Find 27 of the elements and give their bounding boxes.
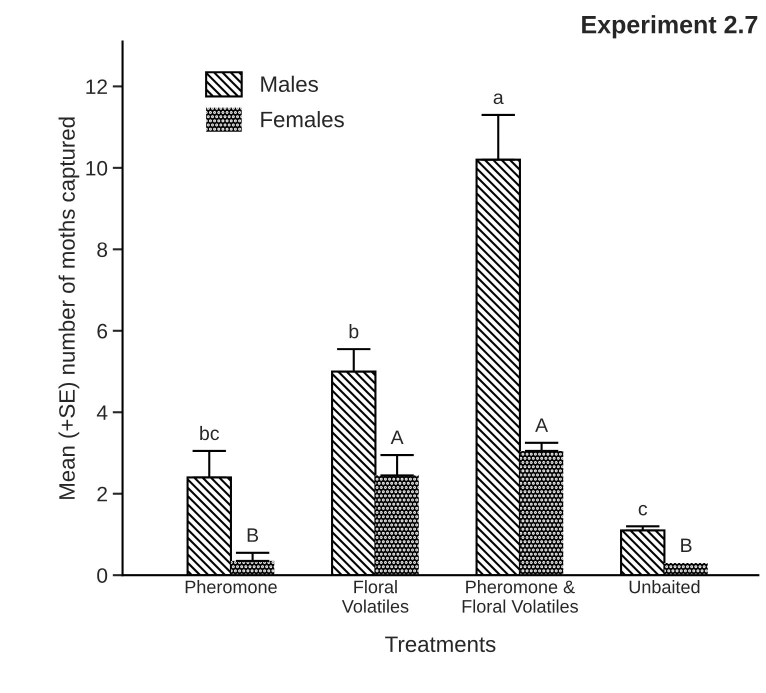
- legend-label: Males: [261, 76, 318, 92]
- bar: [664, 562, 708, 576]
- x-tick-label: Floral Volatiles: [342, 580, 408, 613]
- annotation: A: [390, 430, 404, 444]
- annotation: a: [494, 93, 504, 104]
- y-tick-label: 8: [97, 242, 108, 258]
- y-tick-label: 0: [97, 568, 108, 583]
- y-axis-title: Mean (+SE) number of moths captured: [58, 117, 80, 499]
- annotation: bc: [200, 426, 220, 440]
- y-tick-label: 10: [86, 160, 108, 176]
- annotation: A: [535, 418, 548, 432]
- x-tick-label: Pheromone: [186, 580, 277, 594]
- y-tick-label: 4: [96, 405, 108, 420]
- x-axis-title: Treatments: [385, 636, 496, 652]
- annotation: b: [350, 324, 358, 338]
- y-tick-label: 2: [97, 486, 107, 502]
- legend-label: Females: [261, 111, 344, 128]
- y-tick-label: 6: [97, 324, 108, 339]
- annotation: c: [638, 504, 648, 516]
- bar: [520, 450, 564, 576]
- x-tick-label: Pheromone & Floral Volatiles: [462, 580, 578, 613]
- annotation: B: [681, 538, 692, 552]
- y-tick-label: 12: [86, 79, 107, 94]
- chart-title: Experiment 2.7: [582, 15, 758, 38]
- x-tick-label: Unbaited: [630, 580, 700, 594]
- bar: [375, 475, 419, 576]
- annotation: B: [248, 528, 258, 542]
